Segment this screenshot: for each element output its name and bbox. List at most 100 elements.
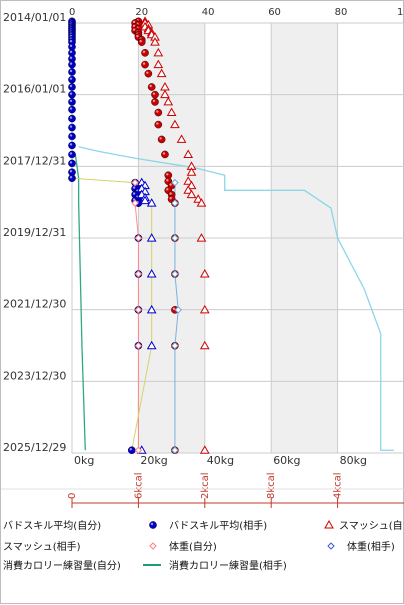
y-tick-label: 2017/12/31 xyxy=(3,154,66,167)
data-point-highlight xyxy=(146,71,149,74)
data-point xyxy=(68,141,76,150)
data-point-shape xyxy=(68,174,76,183)
data-point-highlight xyxy=(69,39,73,43)
data-point xyxy=(171,341,179,350)
data-point-highlight xyxy=(162,152,166,155)
data-point-highlight xyxy=(69,152,73,155)
data-point-shape xyxy=(157,135,166,144)
x-top-tick-label: 40 xyxy=(202,7,215,18)
data-point xyxy=(156,68,167,78)
data-point-highlight xyxy=(69,92,73,95)
data-point xyxy=(68,174,76,183)
data-point xyxy=(68,75,76,84)
data-point xyxy=(68,98,76,106)
data-point xyxy=(171,234,179,242)
data-point xyxy=(134,341,143,350)
data-point xyxy=(196,233,207,242)
data-point-highlight xyxy=(156,122,159,125)
data-point-shape xyxy=(68,90,76,99)
x-bottom-tick-label: 80kg xyxy=(340,454,367,467)
legend-marker xyxy=(149,521,157,529)
data-point xyxy=(131,199,139,207)
data-point-shape xyxy=(154,120,163,129)
data-point xyxy=(154,108,163,117)
x-top-tick-label: 80 xyxy=(335,7,348,18)
data-point-highlight xyxy=(69,69,73,73)
data-point-highlight xyxy=(166,179,169,182)
data-point-shape xyxy=(147,83,156,91)
data-point-highlight xyxy=(169,197,172,200)
data-point-highlight xyxy=(149,84,152,88)
data-point xyxy=(134,234,143,242)
data-point-shape xyxy=(154,108,163,117)
data-point xyxy=(151,90,159,99)
data-point xyxy=(68,83,76,91)
data-point xyxy=(141,60,149,69)
data-point xyxy=(153,47,164,57)
x-bottom-tick-label: 20kg xyxy=(140,454,167,467)
legend-label: 体重(自分) xyxy=(169,540,217,553)
data-point xyxy=(171,178,179,187)
data-point-highlight xyxy=(69,84,73,88)
data-point xyxy=(186,189,197,199)
kcal-axis-label: 6kcal xyxy=(133,472,144,499)
legend-label: 体重(相手) xyxy=(347,540,395,553)
data-point-highlight xyxy=(69,170,73,173)
data-point xyxy=(176,134,187,143)
data-point-shape xyxy=(144,69,153,78)
data-point-shape xyxy=(141,49,149,57)
data-point-highlight xyxy=(139,39,142,43)
data-point-shape xyxy=(68,83,76,91)
data-point xyxy=(146,340,157,350)
data-point-highlight xyxy=(142,62,146,65)
data-point xyxy=(137,38,146,46)
data-point-highlight xyxy=(132,186,136,189)
data-point-shape xyxy=(151,98,159,106)
data-point-highlight xyxy=(69,116,73,119)
data-point-shape xyxy=(127,446,136,455)
legend-marker xyxy=(149,542,157,550)
data-point xyxy=(146,233,157,242)
data-point-highlight xyxy=(156,110,159,113)
data-point-highlight xyxy=(172,307,176,311)
y-tick-label: 2025/12/29 xyxy=(3,441,66,454)
x-top-tick-label: 60 xyxy=(268,7,281,18)
legend-label: バドスキル平均(相手) xyxy=(169,519,267,532)
data-point xyxy=(141,49,149,57)
data-point-highlight xyxy=(132,192,136,195)
data-point-highlight xyxy=(69,77,73,80)
data-point xyxy=(68,123,76,132)
data-point xyxy=(151,98,159,106)
data-point-highlight xyxy=(69,99,73,103)
legend-label: 消費カロリー練習量(相手) xyxy=(169,559,287,572)
data-point-shape xyxy=(68,150,76,159)
y-tick-label: 2023/12/30 xyxy=(3,369,66,382)
data-point xyxy=(68,68,76,76)
data-point xyxy=(146,198,157,207)
data-point xyxy=(127,446,136,455)
data-point xyxy=(134,306,143,314)
legend-label: スマッシュ(自 xyxy=(339,519,403,532)
data-point-highlight xyxy=(69,62,73,65)
series-line-7 xyxy=(78,146,395,451)
data-point-highlight xyxy=(69,56,73,60)
data-point xyxy=(144,69,153,78)
legend-marker xyxy=(327,542,335,550)
x-top-tick-label: 0 xyxy=(69,7,75,18)
data-point xyxy=(171,270,179,278)
data-point-highlight xyxy=(69,50,73,54)
data-point-highlight xyxy=(166,173,169,176)
series-connector xyxy=(71,177,136,184)
data-point xyxy=(199,269,210,278)
data-point xyxy=(140,195,150,205)
series-line-6 xyxy=(74,154,86,451)
data-point-highlight xyxy=(69,134,73,137)
legend-label: 消費カロリー練習量(自分) xyxy=(3,559,121,572)
data-point xyxy=(183,176,194,185)
data-point xyxy=(146,269,157,278)
y-tick-label: 2016/01/01 xyxy=(3,83,66,96)
data-point-shape xyxy=(68,60,76,69)
legend-marker-highlight xyxy=(150,522,154,526)
data-point-shape xyxy=(68,75,76,84)
data-point xyxy=(147,83,156,91)
